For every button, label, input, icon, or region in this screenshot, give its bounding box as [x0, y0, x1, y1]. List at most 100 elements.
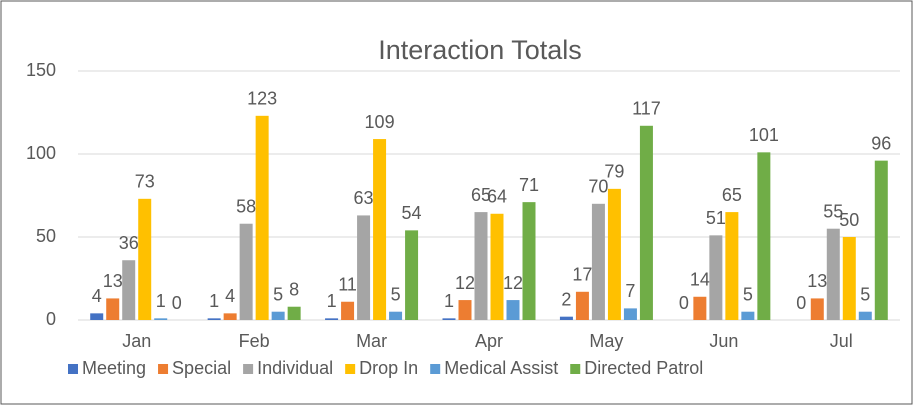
bar [826, 228, 840, 320]
bar [874, 160, 888, 320]
legend-swatch [158, 364, 169, 374]
x-tick-label: Jan [122, 331, 151, 351]
legend-label: Directed Patrol [584, 358, 703, 378]
bar [725, 212, 739, 320]
data-label: 0 [796, 293, 806, 313]
data-label: 58 [236, 196, 256, 216]
legend-label: Individual [257, 358, 333, 378]
bar [506, 300, 520, 320]
data-label: 1 [444, 291, 454, 311]
legend-swatch [345, 364, 356, 374]
bar [639, 125, 653, 320]
y-tick-label: 100 [26, 143, 56, 163]
bar [357, 215, 371, 320]
data-label: 13 [807, 271, 827, 291]
bar [458, 300, 472, 320]
bar [693, 296, 707, 320]
data-label: 12 [455, 273, 475, 293]
data-label: 1 [327, 291, 337, 311]
bar [842, 237, 856, 320]
data-label: 55 [823, 201, 843, 221]
data-label: 101 [749, 125, 779, 145]
data-label: 96 [871, 133, 891, 153]
x-tick-label: Jul [830, 331, 853, 351]
data-label: 65 [471, 185, 491, 205]
bar [810, 298, 824, 320]
bar [271, 311, 285, 320]
bar [474, 212, 488, 320]
legend-swatch [243, 364, 254, 374]
data-label: 2 [561, 289, 571, 309]
legend-label: Medical Assist [444, 358, 558, 378]
bar [522, 202, 536, 320]
data-label: 54 [402, 203, 422, 223]
bar [154, 318, 168, 320]
data-label: 5 [743, 284, 753, 304]
x-tick-label: Apr [475, 331, 503, 351]
bar [442, 318, 456, 320]
y-tick-label: 0 [46, 309, 56, 329]
data-label: 0 [172, 293, 182, 313]
data-label: 36 [119, 233, 139, 253]
data-label: 12 [503, 273, 523, 293]
bar [623, 308, 637, 320]
bar [559, 316, 573, 320]
data-label: 11 [338, 274, 357, 294]
data-label: 50 [839, 210, 859, 230]
bar [490, 213, 504, 320]
data-label: 8 [289, 279, 299, 299]
data-label: 0 [679, 293, 689, 313]
x-tick-label: Mar [356, 331, 387, 351]
data-label: 14 [690, 270, 710, 290]
data-label: 117 [632, 99, 661, 119]
bar [325, 318, 339, 320]
bar [239, 223, 253, 320]
data-label: 70 [588, 177, 608, 197]
data-label: 71 [519, 175, 539, 195]
x-tick-label: May [589, 331, 623, 351]
data-label: 1 [209, 291, 219, 311]
data-label: 5 [860, 284, 870, 304]
data-label: 13 [103, 271, 123, 291]
bar [591, 203, 605, 320]
bar [223, 313, 237, 320]
bar [373, 139, 387, 320]
x-tick-label: Feb [239, 331, 270, 351]
legend-label: Meeting [82, 358, 146, 378]
bar [757, 152, 771, 320]
data-label: 5 [273, 284, 283, 304]
y-tick-label: 50 [36, 226, 56, 246]
chart-title: Interaction Totals [378, 35, 582, 65]
data-label: 79 [604, 162, 624, 182]
data-label: 63 [354, 188, 374, 208]
data-label: 4 [92, 286, 102, 306]
bar [405, 230, 419, 320]
bar [709, 235, 723, 320]
bar [607, 188, 621, 320]
data-label: 7 [625, 281, 635, 301]
data-label: 123 [247, 89, 277, 109]
data-label: 65 [722, 185, 742, 205]
bar [575, 291, 589, 320]
data-label: 17 [572, 265, 592, 285]
data-label: 73 [135, 172, 155, 192]
x-tick-label: Jun [709, 331, 738, 351]
bar [741, 311, 755, 320]
bar [122, 260, 136, 320]
data-label: 1 [156, 291, 166, 311]
legend-label: Drop In [359, 358, 418, 378]
bar [106, 298, 120, 320]
bar [138, 198, 152, 320]
data-label: 5 [391, 284, 401, 304]
legend-swatch [430, 364, 441, 374]
bar [287, 306, 301, 320]
legend-swatch [570, 364, 581, 374]
y-tick-label: 150 [26, 60, 56, 80]
bar [255, 115, 269, 320]
data-label: 64 [487, 187, 507, 207]
bar [90, 313, 104, 320]
bar [341, 301, 355, 320]
bar [207, 318, 221, 320]
bar [858, 311, 872, 320]
